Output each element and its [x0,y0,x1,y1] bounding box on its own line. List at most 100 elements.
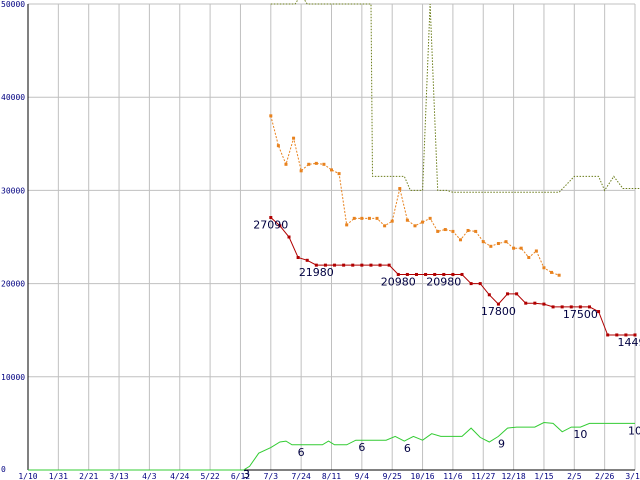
data-point [587,305,591,309]
data-point [624,333,628,337]
data-point [550,270,554,274]
series-line-1 [270,0,640,193]
data-point [606,333,610,337]
x-tick-label: 2/21 [79,472,98,480]
data-label: 3 [243,468,250,480]
data-point [569,305,573,309]
data-point [296,256,300,260]
data-label: 17500 [563,308,598,321]
data-point [442,272,446,276]
x-tick-label: 12/18 [502,472,526,480]
data-point [504,240,508,244]
x-tick-label: 7/3 [264,472,279,480]
data-point [323,263,327,267]
data-point [496,302,500,306]
data-point [451,272,455,276]
data-point [383,224,387,228]
data-label: 10 [628,424,640,437]
series-line-2 [270,115,560,276]
data-point [307,162,311,166]
data-label: 14490 [618,336,640,349]
x-tick-label: 1/10 [18,472,37,480]
data-label: 6 [404,442,411,455]
x-tick-label: 4/24 [170,472,189,480]
data-point [398,187,402,191]
y-tick-label: 0 [1,465,6,474]
data-point [460,272,464,276]
data-point [337,172,341,176]
data-point [322,162,326,166]
data-point [458,238,462,242]
data-point [551,305,555,309]
x-tick-label: 9/25 [383,472,402,480]
y-tick-label: 10000 [1,373,25,382]
data-point [433,272,437,276]
data-label: 21980 [299,266,334,279]
data-point [342,263,346,267]
data-point [428,216,432,220]
data-point [533,301,537,305]
data-point [387,263,391,267]
x-tick-label: 10/16 [411,472,435,480]
data-point [527,256,531,260]
data-label: 20980 [381,275,416,288]
data-point [345,223,349,227]
data-point [414,272,418,276]
data-point [360,263,364,267]
data-point [487,293,491,297]
data-point [443,228,447,232]
y-tick-label: 40000 [1,93,25,102]
data-label: 20980 [426,275,461,288]
y-tick-label: 30000 [1,186,25,195]
data-point [269,114,273,118]
x-tick-label: 1/31 [49,472,68,480]
data-point [287,235,291,239]
data-point [405,272,409,276]
x-tick-label: 11/27 [471,472,495,480]
data-point [506,292,510,296]
x-tick-label: 11/6 [443,472,462,480]
data-point [524,301,528,305]
data-point [367,216,371,220]
data-point [352,216,356,220]
data-label: 27090 [253,219,288,232]
data-point [478,282,482,286]
x-tick-label: 2/26 [595,472,614,480]
data-label: 10 [573,428,587,441]
data-point [469,282,473,286]
data-point [360,216,364,220]
data-point [396,272,400,276]
data-point [578,305,582,309]
x-tick-label: 2/5 [567,472,582,480]
x-tick-label: 7/24 [292,472,311,480]
x-tick-label: 9/4 [355,472,370,480]
data-point [333,263,337,267]
data-point [466,228,470,232]
y-tick-label: 20000 [1,280,25,289]
data-point [489,244,493,248]
data-point [314,161,318,165]
data-point [542,302,546,306]
data-point [369,263,373,267]
data-point [615,333,619,337]
y-tick-label: 50000 [1,0,25,9]
data-point [633,333,637,337]
x-tick-label: 3/19 [625,472,640,480]
data-label: 17800 [481,305,516,318]
data-point [292,136,296,140]
data-label: 6 [298,446,305,459]
data-point [451,229,455,233]
data-point [474,229,478,233]
data-point [299,169,303,173]
data-point [284,162,288,166]
x-tick-label: 3/13 [109,472,128,480]
data-label: 9 [498,437,505,450]
data-point [351,263,355,267]
data-point [597,310,601,314]
data-point [390,219,394,223]
data-point [413,224,417,228]
data-point [496,242,500,246]
data-point [269,216,273,220]
x-tick-label: 6/12 [231,472,250,480]
